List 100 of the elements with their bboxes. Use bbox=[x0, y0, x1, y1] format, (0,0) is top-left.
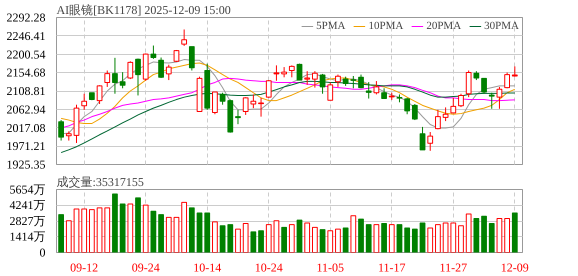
candlestick bbox=[366, 82, 372, 100]
bar bbox=[512, 212, 518, 252]
bar bbox=[420, 222, 426, 252]
bar bbox=[481, 216, 487, 252]
candlestick bbox=[296, 63, 302, 81]
bar bbox=[342, 227, 349, 252]
y-tick-label: 4241万 bbox=[10, 198, 46, 212]
bar bbox=[466, 214, 472, 252]
y-tick-label: 2827万 bbox=[10, 214, 46, 228]
bar bbox=[488, 223, 495, 252]
bar bbox=[335, 228, 341, 252]
candlestick bbox=[466, 70, 472, 98]
x-tick-label: 11-17 bbox=[378, 260, 406, 274]
candlestick bbox=[404, 97, 410, 115]
chart-title: AI眼镜[BK1178] 2025-12-09 15:00 bbox=[56, 3, 231, 17]
bar bbox=[312, 226, 318, 252]
candlestick bbox=[450, 97, 456, 114]
candlestick bbox=[488, 92, 495, 110]
bar bbox=[242, 223, 249, 252]
bar bbox=[304, 222, 310, 252]
chart-title: 成交量:35317155 bbox=[56, 175, 144, 189]
bar bbox=[266, 224, 272, 252]
candlestick bbox=[220, 92, 226, 106]
bar bbox=[281, 226, 287, 252]
bar bbox=[473, 218, 480, 252]
bar bbox=[196, 212, 202, 252]
bar bbox=[350, 215, 356, 252]
candlestick bbox=[358, 74, 364, 89]
candlestick bbox=[135, 58, 141, 96]
candlestick bbox=[504, 72, 510, 89]
bar bbox=[81, 208, 88, 252]
bar bbox=[320, 229, 326, 252]
legend-label: 20PMA bbox=[426, 20, 462, 32]
x-tick-label: 10-14 bbox=[193, 260, 222, 274]
candlestick bbox=[427, 132, 434, 152]
candlestick bbox=[235, 109, 241, 125]
legend-label: 10PMA bbox=[368, 20, 404, 32]
bar bbox=[358, 218, 364, 252]
y-tick-label: 5654万 bbox=[10, 182, 46, 196]
candlestick bbox=[250, 94, 256, 109]
candlestick bbox=[242, 96, 249, 116]
candlestick bbox=[158, 57, 164, 79]
candlestick bbox=[266, 80, 272, 98]
candlestick bbox=[350, 75, 356, 89]
bar bbox=[388, 224, 395, 252]
bar bbox=[212, 221, 218, 252]
y-tick-label: 2108.81 bbox=[6, 84, 46, 98]
bar bbox=[396, 224, 402, 252]
y-tick-label: 0 bbox=[40, 246, 46, 260]
bar bbox=[227, 224, 234, 252]
candlestick bbox=[374, 80, 380, 95]
candlestick bbox=[381, 88, 387, 100]
y-tick-label: 2292.28 bbox=[6, 10, 46, 24]
candlestick bbox=[335, 74, 341, 88]
candlestick bbox=[188, 46, 195, 71]
x-tick-label: 09-24 bbox=[132, 260, 160, 274]
bar bbox=[427, 227, 434, 252]
bar bbox=[66, 220, 72, 252]
bar bbox=[288, 224, 295, 252]
candlestick bbox=[58, 120, 64, 142]
candlestick bbox=[66, 130, 72, 142]
bar bbox=[450, 222, 456, 252]
candlestick bbox=[412, 103, 418, 121]
candlestick bbox=[312, 70, 318, 88]
bar bbox=[374, 224, 380, 252]
candlestick bbox=[104, 70, 110, 88]
y-tick-label: 2062.94 bbox=[6, 102, 46, 116]
candlestick bbox=[127, 60, 134, 80]
candlestick bbox=[96, 84, 102, 104]
bar bbox=[166, 216, 172, 252]
bar bbox=[235, 228, 241, 252]
bar bbox=[135, 197, 141, 252]
x-tick-label: 10-24 bbox=[254, 260, 283, 274]
x-tick-label: 09-12 bbox=[70, 260, 98, 274]
bar bbox=[258, 230, 264, 252]
candlestick bbox=[81, 93, 88, 110]
bar bbox=[104, 207, 110, 252]
bar bbox=[58, 214, 64, 252]
candlestick bbox=[181, 28, 188, 46]
candlestick bbox=[342, 76, 349, 86]
candlestick bbox=[481, 78, 487, 94]
y-tick-label: 2154.68 bbox=[6, 66, 46, 80]
bar bbox=[458, 225, 464, 252]
candlestick bbox=[212, 92, 218, 115]
candlestick bbox=[420, 126, 426, 150]
bar bbox=[250, 231, 256, 252]
candlestick bbox=[327, 82, 334, 101]
bar bbox=[181, 202, 188, 252]
bar bbox=[327, 230, 334, 252]
y-tick-label: 1925.35 bbox=[6, 158, 46, 172]
y-tick-label: 1414万 bbox=[10, 230, 46, 244]
candlestick bbox=[458, 93, 464, 108]
bar bbox=[381, 223, 387, 252]
bar bbox=[204, 212, 210, 252]
bar bbox=[174, 216, 180, 252]
legend-label: 30PMA bbox=[484, 20, 519, 32]
bar bbox=[220, 225, 226, 252]
bar bbox=[127, 204, 134, 252]
bar bbox=[142, 204, 149, 252]
y-tick-label: 2017.08 bbox=[6, 120, 46, 135]
